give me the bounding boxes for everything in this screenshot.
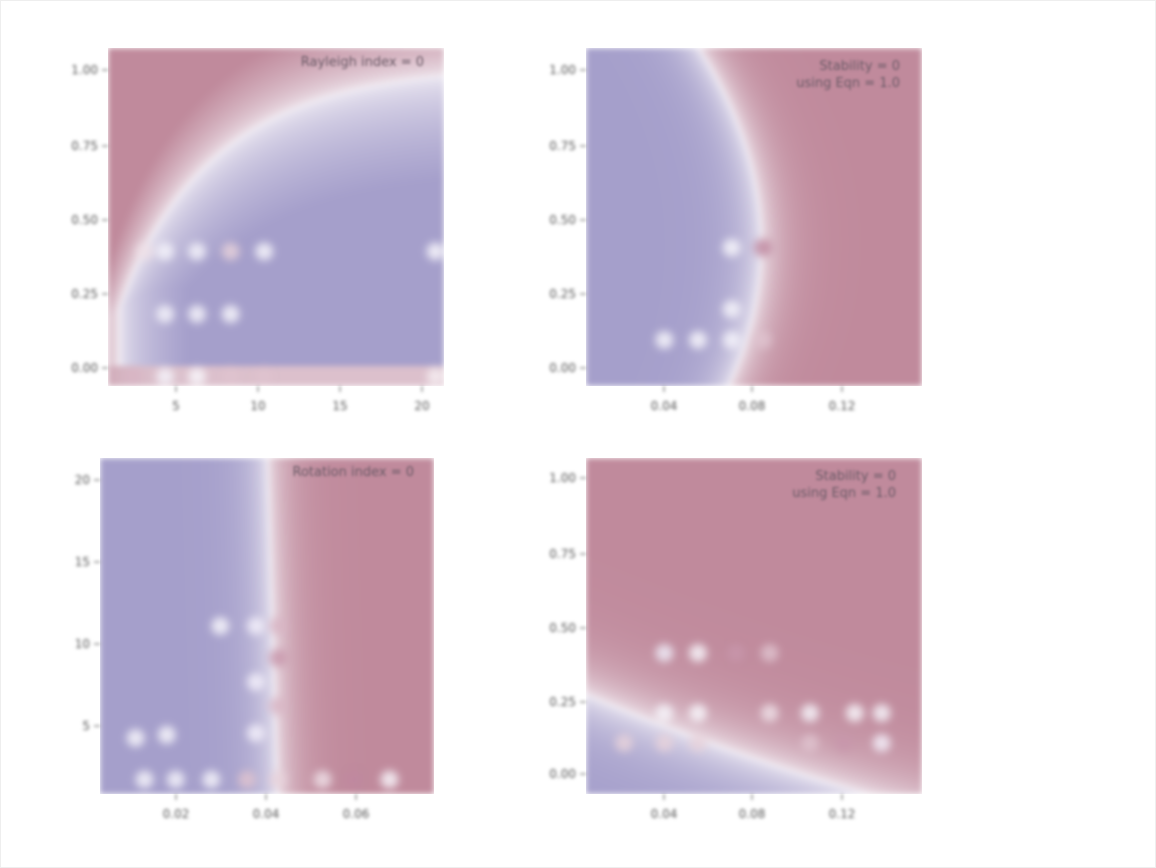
heatmap-field [586,458,922,794]
y-tick-label: 15 [75,555,90,569]
heatmap-field [108,48,444,386]
annotation-line: using Eqn = 1.0 [792,486,896,501]
x-tick-label: 0.02 [163,807,190,821]
y-tick-label: 0.25 [549,695,576,709]
y-tick-label: 1.00 [71,63,98,77]
annotation-line: using Eqn = 1.0 [796,76,900,91]
axes-svg: 20 15 10 5 0.02 0.04 0.06 [75,473,370,821]
y-tick-label: 10 [75,637,90,651]
y-tick-label: 0.25 [549,287,576,301]
axes-svg: 1.00 0.75 0.50 0.25 0.00 0.04 0.08 0.12 [549,63,855,413]
x-tick-label: 0.08 [739,807,766,821]
x-tick-label: 0.12 [829,399,856,413]
y-tick-label: 20 [75,473,90,487]
annotation-line: Stability = 0 [815,469,896,484]
annotation: Stability = 0 using Eqn = 1.0 [792,468,896,502]
tick-group: 20 15 10 5 0.02 0.04 0.06 [75,473,370,821]
x-tick-label: 0.12 [829,807,856,821]
y-tick-label: 0.50 [71,213,98,227]
panel-rotation: 20 15 10 5 0.02 0.04 0.06 Rotation index = 0 [75,458,434,821]
y-tick-label: 0.00 [549,361,576,375]
x-tick-label: 0.08 [739,399,766,413]
x-tick-label: 20 [414,399,429,413]
x-tick-label: 0.06 [343,807,370,821]
heatmap-field [100,458,434,794]
y-tick-label: 0.75 [549,547,576,561]
x-tick-label: 0.04 [253,807,280,821]
axes-svg: 1.00 0.75 0.50 0.25 0.00 0.04 0.08 0.12 [549,471,855,821]
y-tick-label: 0.00 [71,361,98,375]
annotation-line: Stability = 0 [819,59,900,74]
y-tick-label: 0.00 [549,767,576,781]
panel-rayleigh: 1.00 0.75 0.50 0.25 0.00 5 10 15 20 Rayleigh ind… [71,48,444,413]
annotation: Rotation index = 0 [293,464,415,481]
x-tick-label: 10 [250,399,265,413]
axes-svg: 1.00 0.75 0.50 0.25 0.00 5 10 15 20 [71,63,429,413]
y-tick-label: 0.50 [549,213,576,227]
y-tick-label: 0.75 [549,139,576,153]
y-tick-label: 0.50 [549,621,576,635]
annotation: Stability = 0 using Eqn = 1.0 [796,58,900,92]
tick-group: 1.00 0.75 0.50 0.25 0.00 0.04 0.08 0.12 [549,63,855,413]
annotation: Rayleigh index = 0 [301,54,424,71]
tick-group: 1.00 0.75 0.50 0.25 0.00 5 10 15 20 [71,63,429,413]
annotation-line: Rotation index = 0 [292,465,415,480]
panel-stability-top: 1.00 0.75 0.50 0.25 0.00 0.04 0.08 0.12 Stabili… [549,48,922,413]
heatmap-field [586,48,922,386]
y-tick-label: 0.75 [71,139,98,153]
y-tick-label: 0.25 [71,287,98,301]
x-tick-label: 0.04 [651,807,678,821]
x-tick-label: 5 [172,399,180,413]
x-tick-label: 0.04 [651,399,678,413]
panel-stability-bottom: 1.00 0.75 0.50 0.25 0.00 0.04 0.08 0.12 Stabili… [549,458,922,821]
tick-group: 1.00 0.75 0.50 0.25 0.00 0.04 0.08 0.12 [549,471,855,821]
y-tick-label: 1.00 [549,471,576,485]
x-tick-label: 15 [332,399,347,413]
y-tick-label: 5 [82,719,90,733]
annotation-line: Rayleigh index = 0 [300,55,424,70]
y-tick-label: 1.00 [549,63,576,77]
